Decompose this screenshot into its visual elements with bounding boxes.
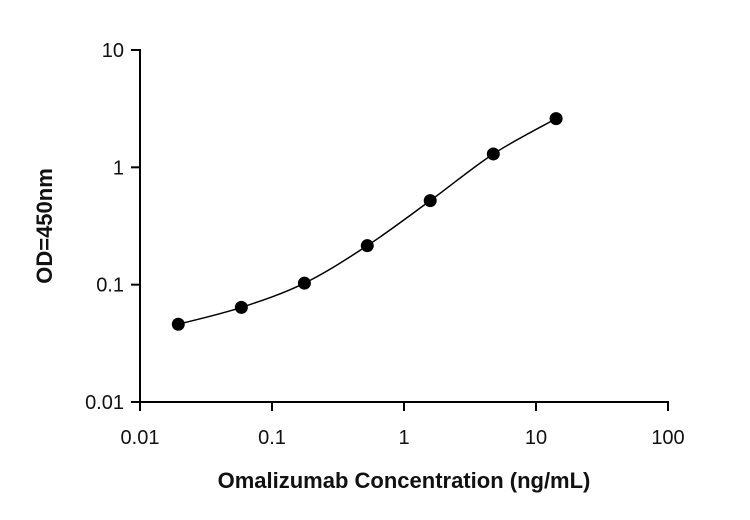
- x-tick-label: 100: [651, 427, 684, 449]
- y-ticks: 0.01 0.1 1 10: [85, 40, 140, 414]
- y-tick-label: 0.01: [85, 392, 124, 414]
- x-tick-label: 0.1: [258, 427, 286, 449]
- data-point: [486, 147, 500, 161]
- data-point: [297, 276, 311, 290]
- y-tick-label: 0.1: [96, 275, 124, 297]
- fit-curve: [178, 117, 557, 325]
- y-tick-label: 1: [113, 157, 124, 179]
- x-tick-label: 0.01: [121, 427, 160, 449]
- x-axis-label: Omalizumab Concentration (ng/mL): [218, 468, 591, 493]
- data-point: [171, 317, 185, 331]
- data-point: [234, 300, 248, 314]
- data-point: [360, 239, 374, 253]
- data-point: [549, 112, 563, 126]
- data-points: [171, 112, 563, 331]
- y-axis-label: OD=450nm: [32, 168, 57, 284]
- x-tick-label: 10: [525, 427, 547, 449]
- data-point: [423, 194, 437, 208]
- y-tick-label: 10: [102, 40, 124, 62]
- axes: [139, 49, 669, 403]
- x-ticks: 0.01 0.1 1 10 100: [121, 402, 685, 449]
- x-tick-label: 1: [398, 427, 409, 449]
